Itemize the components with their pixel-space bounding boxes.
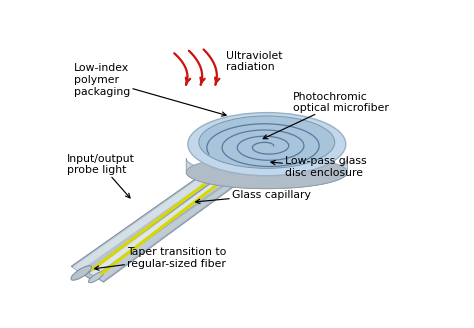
Polygon shape: [90, 163, 245, 276]
Text: Glass capillary: Glass capillary: [196, 190, 311, 204]
Ellipse shape: [199, 116, 335, 168]
Ellipse shape: [186, 156, 347, 189]
Polygon shape: [102, 171, 254, 282]
Ellipse shape: [89, 272, 103, 283]
Text: Low-pass glass
disc enclosure: Low-pass glass disc enclosure: [271, 156, 367, 178]
Text: Input/output
probe light: Input/output probe light: [66, 154, 135, 198]
Text: Low-index
polymer
packaging: Low-index polymer packaging: [74, 63, 226, 116]
Ellipse shape: [188, 113, 346, 176]
Polygon shape: [89, 162, 254, 282]
Ellipse shape: [71, 266, 91, 280]
Polygon shape: [90, 169, 247, 280]
Text: Ultraviolet
radiation: Ultraviolet radiation: [227, 51, 283, 72]
Text: Photochromic
optical microfiber: Photochromic optical microfiber: [263, 92, 388, 139]
Polygon shape: [73, 157, 235, 271]
Text: Taper transition to
regular-sized fiber: Taper transition to regular-sized fiber: [94, 247, 227, 270]
Polygon shape: [186, 158, 347, 189]
Polygon shape: [71, 156, 247, 280]
